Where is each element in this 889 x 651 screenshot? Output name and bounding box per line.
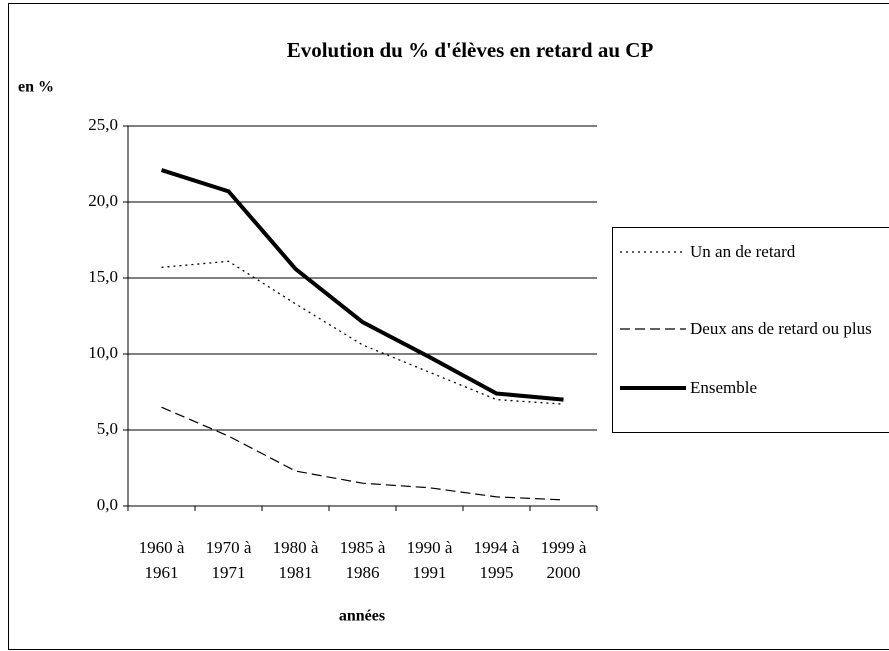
series-line <box>161 406 564 501</box>
x-tick-label: 1994 à 1995 <box>473 538 520 582</box>
x-tick-label: 1985 à 1986 <box>339 538 386 582</box>
chart-border <box>8 3 889 650</box>
x-tick-label: 1980 à 1981 <box>272 538 319 582</box>
series-line <box>161 260 564 405</box>
legend-label: Ensemble <box>690 378 758 397</box>
x-tick-label: 1960 à 1961 <box>138 538 185 582</box>
y-tick-label: 10,0 <box>88 343 118 362</box>
x-tick-label: 1999 à 2000 <box>540 538 587 582</box>
legend-label: Deux ans de retard ou plus <box>690 319 872 338</box>
legend-box <box>612 227 889 433</box>
y-tick-label: 20,0 <box>88 191 118 210</box>
y-tick-label: 0,0 <box>97 495 118 514</box>
x-tick-label: 1990 à 1991 <box>406 538 453 582</box>
chart-title: Evolution du % d'élèves en retard au CP <box>287 38 654 62</box>
x-axis-label: années <box>339 608 385 625</box>
y-tick-label: 25,0 <box>88 115 118 134</box>
y-tick-label: 5,0 <box>97 419 118 438</box>
y-tick-label: 15,0 <box>88 267 118 286</box>
x-tick-label: 1970 à 1971 <box>205 538 252 582</box>
series-line <box>160 168 564 402</box>
legend-label: Un an de retard <box>690 242 796 261</box>
y-axis-label: en % <box>18 79 54 96</box>
